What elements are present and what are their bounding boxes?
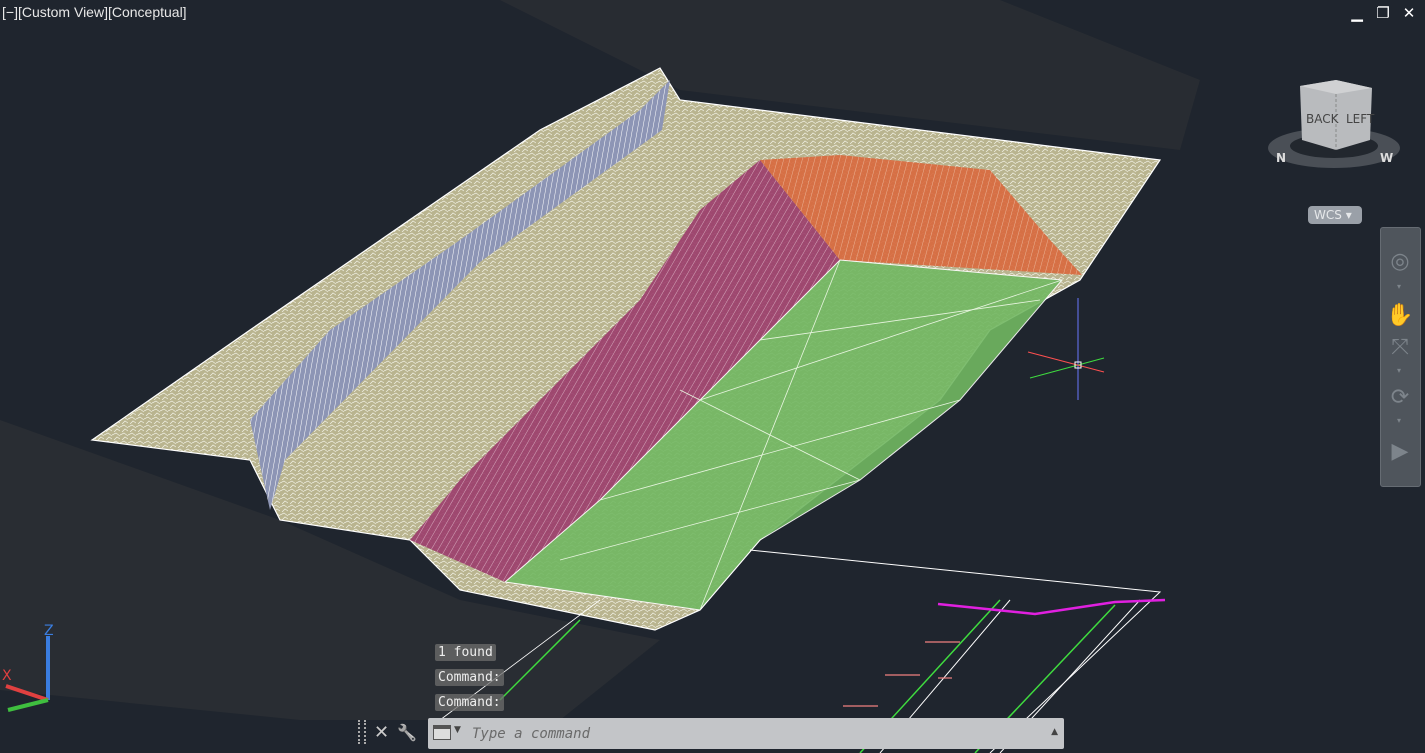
zoom-extents-icon[interactable]: ⤧ <box>1391 335 1409 360</box>
chevron-down-icon: ▾ <box>1345 208 1352 222</box>
visual-style-menu[interactable]: [Conceptual] <box>107 4 187 20</box>
wrench-icon[interactable]: 🔧 <box>397 722 418 742</box>
chevron-down-icon[interactable]: ▼ <box>454 725 461 735</box>
excavation-slope-orange[interactable] <box>760 155 1082 275</box>
wcs-menu[interactable]: WCS ▾ <box>1308 206 1362 224</box>
view-menu[interactable]: [Custom View] <box>17 4 108 20</box>
command-input[interactable] <box>470 722 1034 746</box>
chevron-down-icon[interactable]: ▾ <box>1397 282 1402 291</box>
command-history-toggle-icon[interactable]: ▲ <box>1051 727 1058 737</box>
viewport-controls: [−][Custom View][Conceptual] <box>2 4 187 20</box>
viewcube-face-left[interactable]: LEFT <box>1346 112 1375 126</box>
ucs-z-label: Z <box>44 623 54 639</box>
orbit-icon[interactable]: ⟳ <box>1390 385 1410 410</box>
restore-button[interactable]: ❐ <box>1376 4 1390 22</box>
compass-w[interactable]: W <box>1380 151 1393 165</box>
command-history-line: 1 found <box>435 644 496 661</box>
command-prompt-icon[interactable] <box>433 725 451 740</box>
ucs-x-label: X <box>2 668 12 684</box>
floor-triangulation <box>559 259 1063 611</box>
steering-wheel-icon[interactable]: ◎ <box>1390 249 1410 274</box>
viewport-menu[interactable]: [−] <box>2 4 18 20</box>
window-controls: ▁ ❐ ✕ <box>1349 4 1417 22</box>
chevron-down-icon[interactable]: ▾ <box>1397 416 1402 425</box>
command-history-line: Command: <box>435 669 504 686</box>
navigation-bar: ◎ ▾ ✋ ⤧ ▾ ⟳ ▾ ▶ <box>1380 227 1421 487</box>
command-history-line: Command: <box>435 694 504 711</box>
compass-n[interactable]: N <box>1276 151 1286 165</box>
close-icon[interactable]: ✕ <box>374 721 390 743</box>
minimize-button[interactable]: ▁ <box>1351 4 1363 22</box>
cliff-face <box>250 80 670 510</box>
pan-hand-icon[interactable]: ✋ <box>1386 303 1414 328</box>
viewcube-face-back[interactable]: BACK <box>1306 112 1340 126</box>
chevron-down-icon[interactable]: ▾ <box>1397 366 1402 375</box>
excavation-floor[interactable] <box>503 259 1064 611</box>
crosshair-cursor <box>1027 298 1105 400</box>
close-button[interactable]: ✕ <box>1402 4 1416 22</box>
excavation-slope-pink[interactable] <box>410 160 840 582</box>
showmotion-icon[interactable]: ▶ <box>1391 439 1409 464</box>
viewcube[interactable]: BACK LEFT N W <box>1266 78 1402 174</box>
command-line-tools: ✕ 🔧 <box>358 720 417 744</box>
command-line: ▼ ▲ <box>428 718 1064 749</box>
drag-grip-icon[interactable] <box>358 720 366 744</box>
wcs-label: WCS <box>1314 208 1342 222</box>
ucs-icon: Z X <box>2 623 54 712</box>
